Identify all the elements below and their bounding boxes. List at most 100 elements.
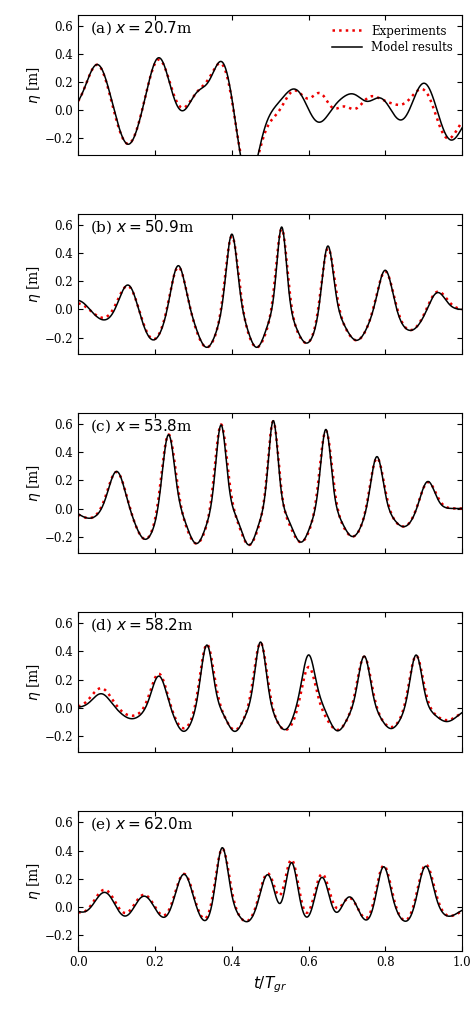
Experiments [115,117,120,129]
Experiments [115,701,120,713]
Text: (b) $x = 50.9$m: (b) $x = 50.9$m [90,218,194,236]
Experiments [246,172,252,184]
Model results [231,231,237,243]
Line: Experiments: Experiments [78,848,462,921]
Model results [375,452,381,465]
Experiments [115,295,120,307]
Y-axis label: $\eta$ [m]: $\eta$ [m] [26,266,44,303]
Model results [115,297,120,309]
Y-axis label: $\eta$ [m]: $\eta$ [m] [26,67,44,104]
Model results [115,903,120,915]
Model results [340,721,346,733]
Line: Experiments: Experiments [78,421,462,545]
Experiments [340,100,346,112]
Model results [459,303,465,315]
Model results [383,265,388,277]
Experiments [75,508,81,520]
Experiments [383,861,388,873]
Experiments [245,915,251,927]
Experiments [243,915,249,927]
Experiments [459,905,465,917]
Model results [244,916,249,928]
Experiments [279,223,284,235]
Experiments [340,519,346,531]
Model results [383,96,388,108]
Experiments [156,54,162,66]
Model results [115,704,120,716]
Experiments [375,92,381,104]
Model results [245,538,250,550]
Text: (a) $x = 20.7$m: (a) $x = 20.7$m [90,19,192,37]
Experiments [375,282,381,294]
Experiments [231,106,237,118]
Model results [246,539,252,551]
Text: (c) $x = 53.8$m: (c) $x = 53.8$m [90,417,192,435]
Model results [340,517,346,529]
Line: Model results: Model results [78,58,462,182]
Experiments [459,707,465,719]
Model results [115,116,120,128]
Experiments [254,341,260,353]
Model results [375,283,381,295]
Model results [156,52,162,64]
Experiments [231,723,237,735]
Experiments [383,718,388,730]
Experiments [334,724,340,736]
Model results [279,221,284,233]
Model results [245,175,251,187]
Model results [459,707,465,719]
Experiments [245,172,251,184]
Model results [232,725,238,737]
Experiments [75,95,81,107]
Y-axis label: $\eta$ [m]: $\eta$ [m] [26,664,44,701]
Experiments [383,266,388,278]
Line: Model results: Model results [78,847,462,922]
Experiments [115,467,120,479]
Model results [245,915,251,927]
Model results [383,863,388,875]
Model results [340,315,346,327]
Model results [459,502,465,514]
Model results [375,707,381,719]
Model results [245,322,250,334]
Experiments [459,502,465,514]
Legend: Experiments, Model results: Experiments, Model results [328,21,456,58]
Model results [459,904,465,916]
Experiments [375,874,381,886]
Model results [383,719,388,731]
Experiments [231,233,237,245]
Model results [340,92,346,104]
Experiments [75,906,81,918]
Experiments [383,484,388,496]
Model results [231,897,237,909]
Line: Model results: Model results [78,227,462,347]
Model results [246,176,252,188]
Experiments [340,315,346,327]
Model results [459,122,465,134]
Experiments [340,720,346,732]
Model results [231,105,237,117]
Model results [231,725,237,737]
Experiments [459,303,465,315]
Model results [340,899,346,911]
Text: (e) $x = 62.0$m: (e) $x = 62.0$m [90,815,193,833]
Experiments [375,453,381,466]
Text: (d) $x = 58.2$m: (d) $x = 58.2$m [90,616,193,634]
Model results [75,294,81,306]
Model results [375,92,381,104]
Model results [75,905,81,917]
Experiments [246,539,252,551]
Experiments [271,415,276,427]
Experiments [340,898,346,910]
Line: Model results: Model results [78,421,462,545]
Model results [115,466,120,478]
Line: Experiments: Experiments [78,229,462,347]
Experiments [115,900,120,912]
Experiments [245,323,250,335]
Model results [75,508,81,520]
Y-axis label: $\eta$ [m]: $\eta$ [m] [26,863,44,900]
Experiments [231,501,237,513]
Model results [231,503,237,515]
Model results [75,95,81,107]
Line: Experiments: Experiments [78,642,462,730]
